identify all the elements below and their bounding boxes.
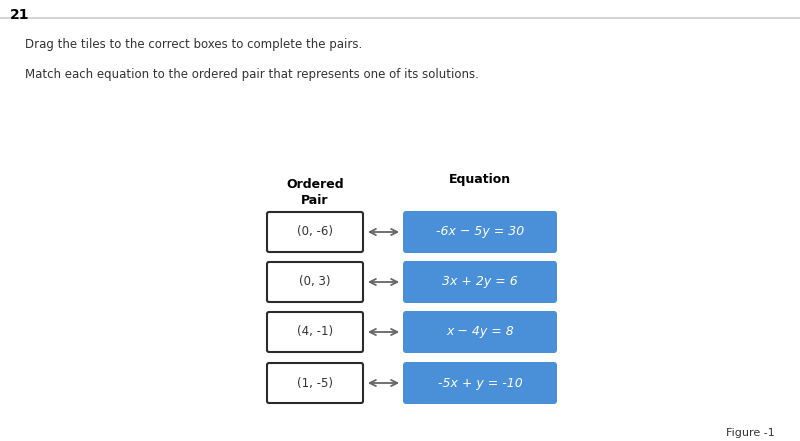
Text: Match each equation to the ordered pair that represents one of its solutions.: Match each equation to the ordered pair …: [25, 68, 479, 81]
Text: (0, -6): (0, -6): [297, 225, 333, 239]
FancyBboxPatch shape: [403, 211, 557, 253]
Text: Figure -1: Figure -1: [726, 428, 775, 438]
FancyBboxPatch shape: [267, 312, 363, 352]
Text: (1, -5): (1, -5): [297, 377, 333, 389]
FancyBboxPatch shape: [403, 261, 557, 303]
FancyBboxPatch shape: [267, 262, 363, 302]
Text: -6x − 5y = 30: -6x − 5y = 30: [436, 225, 524, 239]
Text: Ordered
Pair: Ordered Pair: [286, 178, 344, 207]
Text: (0, 3): (0, 3): [299, 276, 330, 288]
Text: -5x + y = -10: -5x + y = -10: [438, 377, 522, 389]
Text: x − 4y = 8: x − 4y = 8: [446, 325, 514, 339]
FancyBboxPatch shape: [403, 362, 557, 404]
Text: Drag the tiles to the correct boxes to complete the pairs.: Drag the tiles to the correct boxes to c…: [25, 38, 362, 51]
FancyBboxPatch shape: [403, 311, 557, 353]
Text: 3x + 2y = 6: 3x + 2y = 6: [442, 276, 518, 288]
Text: 21: 21: [10, 8, 30, 22]
Text: Equation: Equation: [449, 173, 511, 186]
Text: (4, -1): (4, -1): [297, 325, 333, 339]
FancyBboxPatch shape: [267, 363, 363, 403]
FancyBboxPatch shape: [267, 212, 363, 252]
